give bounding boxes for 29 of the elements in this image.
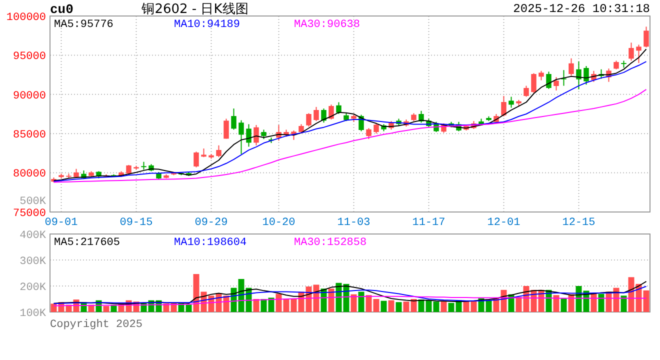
- annotation: cu0: [50, 2, 74, 17]
- y-tick-label: 90000: [12, 90, 46, 102]
- text: MA5:95776: [54, 19, 114, 31]
- x-tick-label: 12-01: [487, 217, 521, 229]
- x-tick-label: 11-03: [337, 217, 370, 229]
- text: MA5:217605: [54, 237, 120, 249]
- y-tick-label: 300K: [20, 256, 46, 268]
- chart-title: 铜2602 - 日K线图: [140, 2, 248, 17]
- x-tick-label: 10-20: [262, 217, 296, 229]
- x-tick-label: 12-15: [562, 217, 596, 229]
- text: MA30:152858: [294, 237, 367, 249]
- text: MA30:90638: [294, 19, 360, 31]
- y-tick-label: 400K: [20, 230, 46, 242]
- x-tick-label: 09-01: [44, 217, 78, 229]
- annotation: 2025-12-26 10:31:18: [513, 2, 650, 16]
- x-tick-label: 09-15: [120, 217, 153, 229]
- y-tick-label: 100K: [20, 308, 46, 320]
- text: 500K: [20, 196, 46, 208]
- y-tick-label: 85000: [12, 129, 46, 142]
- y-tick-label: 200K: [20, 282, 46, 294]
- text: Copyright 2025: [50, 319, 142, 331]
- y-tick-label: 80000: [12, 168, 46, 181]
- y-tick-label: 95000: [12, 51, 46, 64]
- text: MA10:94189: [174, 19, 240, 31]
- y-tick-label: 75000: [12, 208, 46, 220]
- x-tick-label: 11-17: [412, 217, 446, 229]
- x-tick-label: 09-29: [194, 217, 228, 229]
- y-tick-label: 100000: [6, 12, 46, 24]
- text: MA10:198604: [174, 237, 248, 249]
